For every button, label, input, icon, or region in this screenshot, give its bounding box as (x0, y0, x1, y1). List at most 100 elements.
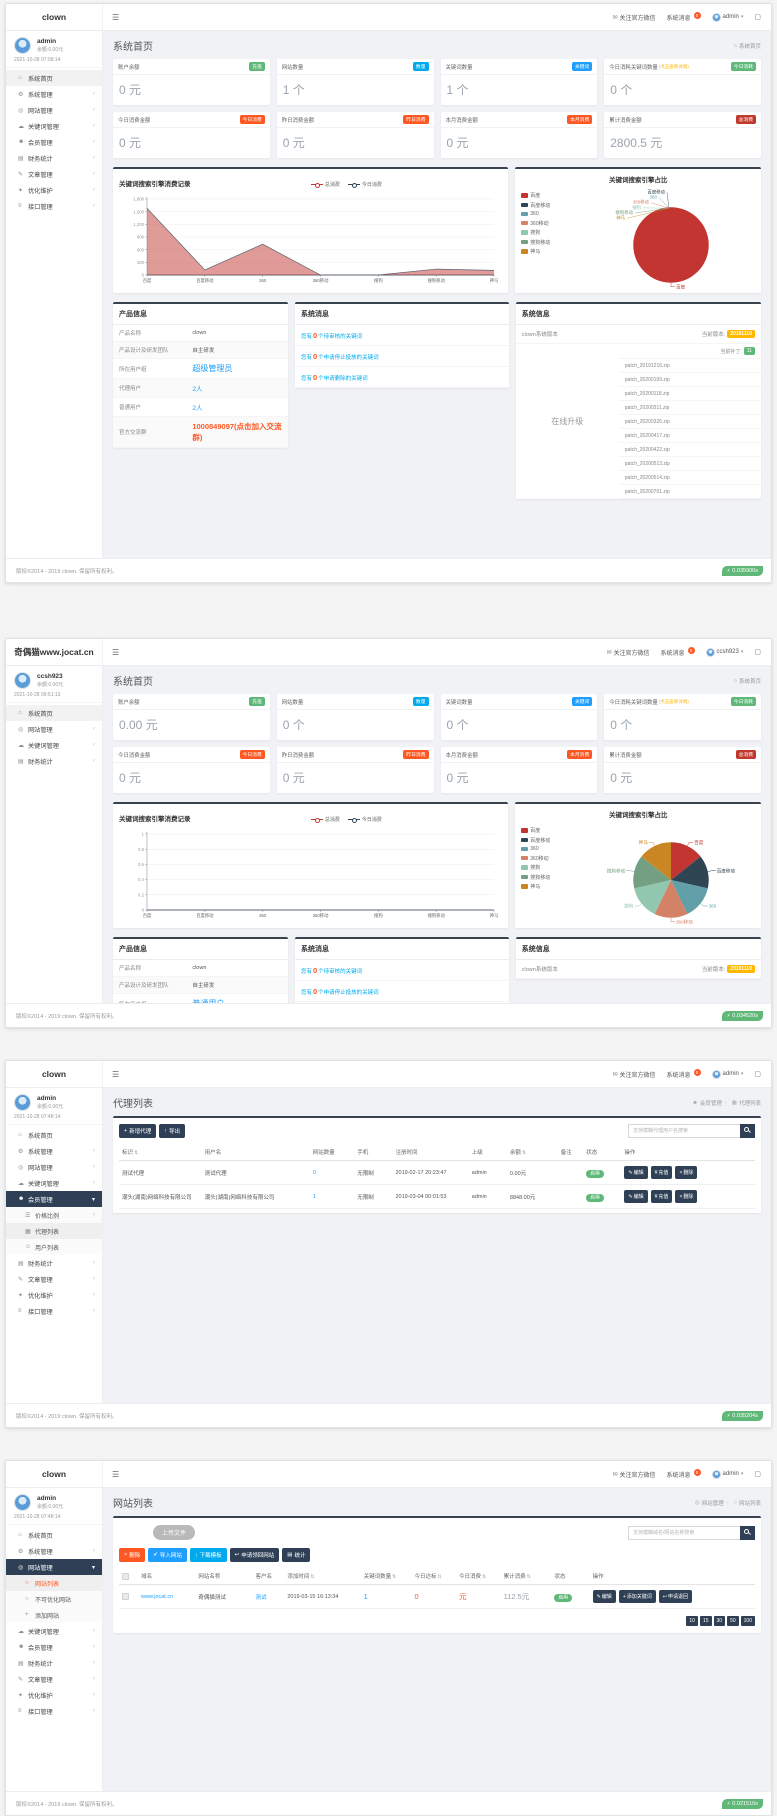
stat-badge[interactable]: 数量 (412, 62, 429, 71)
column-header[interactable]: 注册时间⇅ (392, 1144, 469, 1161)
column-header[interactable]: 状态⇅ (583, 1144, 622, 1161)
wechat-link[interactable]: ✉ 关注官方微信 (606, 649, 650, 657)
chart-legend[interactable]: 总消费 今日消费 (191, 809, 503, 827)
breadcrumb-item[interactable]: ▦代理列表 (722, 1099, 761, 1107)
message-link[interactable]: 您有0个申请停止投放的关键词 (294, 981, 509, 1002)
row-action-button[interactable]: ↩ 申请退回 (658, 1590, 692, 1603)
column-header[interactable]: 标识⇅ (119, 1144, 202, 1161)
sidebar-item[interactable]: ▤ 财务统计 ‹ (18, 1660, 95, 1668)
toolbar-button[interactable]: + 新增代理 (119, 1124, 157, 1138)
sidebar-item[interactable]: ✦ 优化维护 ‹ (18, 187, 95, 195)
legend-item[interactable]: 今日消费 (347, 816, 382, 823)
stat-badge[interactable]: 数量 (412, 697, 429, 706)
row-action-button[interactable]: × 删除 (675, 1166, 698, 1179)
column-header[interactable]: 关键词数量⇅ (360, 1568, 412, 1585)
column-header[interactable]: 操作⇅ (621, 1144, 755, 1161)
legend-item[interactable]: 搜狗移动 (521, 239, 571, 246)
row-action-button[interactable]: × 删除 (675, 1190, 698, 1203)
messages-link[interactable]: 系统消息 0 (667, 1468, 701, 1479)
legend-item[interactable]: 百度 (521, 827, 571, 834)
avatar[interactable] (14, 1094, 31, 1111)
sidebar-item[interactable]: ⌂ 系统首页 (18, 1132, 53, 1140)
legend-item[interactable]: 360 (521, 211, 571, 217)
sidebar-item[interactable]: ✎ 文章管理 ‹ (18, 1676, 95, 1684)
column-header[interactable]: 今日达标⇅ (411, 1568, 457, 1585)
patch-file[interactable]: patch_20200422.zip (618, 443, 761, 457)
user-menu[interactable]: admin ▾ (711, 1069, 743, 1079)
upload-file-button[interactable]: 上传文件 (153, 1525, 196, 1540)
sidebar-item[interactable]: ≡ 接口管理 ‹ (18, 1308, 95, 1316)
stat-badge[interactable]: 本月消费 (567, 750, 593, 759)
sidebar-item[interactable]: ◎ 网站管理 ‹ (18, 1164, 95, 1172)
legend-item[interactable]: 神马 (521, 883, 571, 890)
sidebar-item[interactable]: ◎ 网站管理 ‹ (18, 726, 95, 734)
legend-item[interactable]: 360 (521, 846, 571, 852)
stat-badge[interactable]: 总消费 (735, 115, 756, 124)
row-action-button[interactable]: ✎ 编辑 (592, 1590, 616, 1603)
messages-link[interactable]: 系统消息 0 (660, 646, 695, 657)
sidebar-item[interactable]: ≡ 接口管理 ‹ (18, 203, 95, 211)
breadcrumb-item[interactable]: ☻ 会员管理 (692, 1099, 722, 1107)
sidebar-item[interactable]: ⌂ 系统首页 (6, 70, 102, 86)
legend-item[interactable]: 神马 (521, 248, 571, 255)
sidebar-item[interactable]: ✎ 文章管理 ‹ (18, 171, 95, 179)
column-header[interactable]: 手机⇅ (354, 1144, 393, 1161)
messages-link[interactable]: 系统消息 0 (667, 11, 701, 22)
legend-item[interactable]: 360移动 (521, 220, 571, 227)
stat-badge[interactable]: 今日消费 (239, 750, 265, 759)
breadcrumb-item[interactable]: ⌂ 系统首页 (733, 42, 761, 50)
legend-item[interactable]: 百度 (521, 192, 571, 199)
column-header[interactable]: 备注⇅ (557, 1144, 584, 1161)
message-link[interactable]: 您有0个申请删除的关键词 (294, 367, 509, 388)
stat-badge[interactable]: 充值 (249, 697, 265, 706)
stat-badge[interactable]: 昨日消费 (403, 750, 429, 759)
sidebar-item[interactable]: ☻ 会员管理 ‹ (18, 1644, 95, 1652)
avatar[interactable] (14, 1494, 31, 1511)
patch-file[interactable]: patch_20200701.zip (618, 485, 761, 499)
sidebar-item[interactable]: ⌂ 系统首页 (18, 1532, 53, 1540)
search-button[interactable] (740, 1525, 755, 1540)
page-size-option[interactable]: 100 (740, 1616, 755, 1626)
sidebar-item[interactable]: ✎ 文章管理 ‹ (18, 1276, 95, 1284)
row-action-button[interactable]: ✎ 编辑 (624, 1190, 648, 1203)
sidebar-item[interactable]: ☁ 关键词管理 ‹ (18, 1180, 95, 1188)
message-link[interactable]: 您有0个待审核的关键词 (294, 325, 509, 346)
stat-badge[interactable]: 本月消费 (567, 115, 593, 124)
user-menu[interactable]: admin ▾ (711, 12, 743, 22)
page-size-option[interactable]: 50 (727, 1616, 739, 1626)
sidebar-item[interactable]: ○ 网站列表 (6, 1575, 102, 1591)
sidebar-item[interactable]: ▦ 代理列表 (6, 1223, 102, 1239)
stat-badge[interactable]: 今日消耗 (730, 62, 756, 71)
stat-badge[interactable]: 关键词 (571, 697, 593, 706)
column-header[interactable]: 余额⇅ (506, 1144, 558, 1161)
sort-icon[interactable]: ⇅ (482, 1574, 487, 1580)
stat-badge[interactable]: 充值 (249, 62, 265, 71)
wechat-link[interactable]: ✉ 关注官方微信 (612, 1471, 656, 1479)
row-action-button[interactable]: + 添加关键词 (618, 1590, 656, 1603)
legend-item[interactable]: 百度移动 (521, 202, 571, 209)
sidebar-item[interactable]: ☻ 会员管理 ‹ (18, 139, 95, 147)
stat-badge[interactable]: 今日消费 (239, 115, 265, 124)
message-link[interactable]: 您有0个申请停止投放的关键词 (294, 346, 509, 367)
column-header[interactable]: 网站数量⇅ (309, 1144, 355, 1161)
row-action-button[interactable]: ¥ 充值 (650, 1166, 673, 1179)
sidebar-item[interactable]: ☻ 会员管理 ▾ (6, 1191, 102, 1207)
legend-item[interactable]: 总消费 (310, 816, 340, 823)
column-header[interactable]: 网站名称⇅ (195, 1568, 253, 1585)
patch-file[interactable]: patch_20200311.zip (618, 401, 761, 415)
sidebar-item[interactable]: ⌂ 系统首页 (6, 705, 102, 721)
sidebar-item[interactable]: ○ 不可优化网站 (6, 1591, 102, 1607)
toolbar-button[interactable]: ↑ 导出 (159, 1124, 185, 1138)
patch-file[interactable]: patch_20191216.zip (618, 359, 761, 373)
patch-file[interactable]: patch_20200514.zip (618, 471, 761, 485)
select-all-checkbox[interactable] (122, 1572, 129, 1580)
wechat-link[interactable]: ✉ 关注官方微信 (612, 14, 656, 22)
breadcrumb-item[interactable]: ○网站列表 (724, 1499, 761, 1507)
fullscreen-button[interactable]: ▢ (754, 1071, 761, 1078)
stat-badge[interactable]: 关键词 (571, 62, 593, 71)
sidebar-item[interactable]: ◎ 网站管理 ▾ (6, 1559, 102, 1575)
domain-link[interactable]: www.jocat.cn (138, 1584, 196, 1609)
sidebar-item[interactable]: ☁ 关键词管理 ‹ (18, 1628, 95, 1636)
column-header[interactable]: 添加时间⇅ (284, 1568, 361, 1585)
avatar[interactable] (14, 672, 31, 689)
